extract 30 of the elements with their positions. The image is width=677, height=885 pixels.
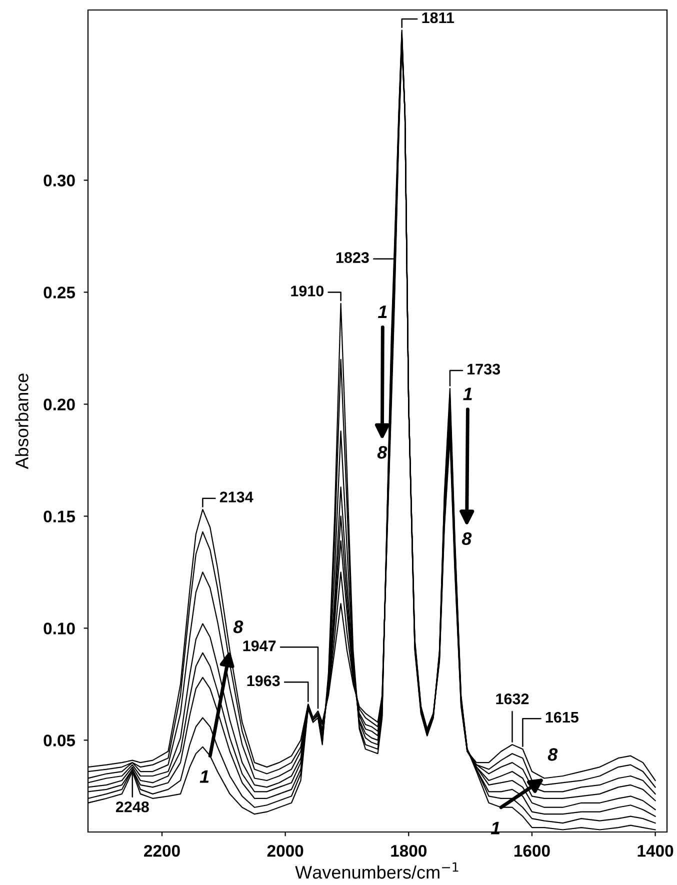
x-tick-label: 1800 <box>391 844 426 857</box>
annotation: 8 <box>462 532 472 546</box>
annotation: 1 <box>378 306 387 318</box>
y-tick-label: 0.10 <box>44 622 75 634</box>
annotation: 1733 <box>468 364 500 375</box>
annotation: 8 <box>377 446 388 459</box>
y-axis-title: Absorbance <box>15 374 28 470</box>
annotation: 1632 <box>496 693 529 704</box>
annotation: 1963 <box>247 675 280 686</box>
y-tick-label: 0.30 <box>44 174 75 186</box>
annotation: 1811 <box>422 12 454 24</box>
x-tick-label: 2000 <box>267 844 304 857</box>
annotation: 1910 <box>291 286 324 296</box>
y-tick-label: 0.20 <box>44 398 75 410</box>
y-tick-label: 0.25 <box>44 286 76 298</box>
x-tick-label: 2200 <box>144 844 180 857</box>
annotation: 1947 <box>243 640 276 652</box>
x-tick-label: 1600 <box>514 844 550 857</box>
annotation: 2248 <box>116 801 149 812</box>
x-tick-label: 1400 <box>638 844 674 857</box>
annotation: 2134 <box>220 492 254 502</box>
x-axis-title: Wavenumbers/cm$^{−1}$ <box>295 862 458 879</box>
annotation: 8 <box>233 620 244 634</box>
annotation: 1 <box>463 388 472 400</box>
y-tick-label: 0.05 <box>44 734 76 746</box>
annotation: 1 <box>200 770 209 783</box>
y-tick-label: 0.15 <box>44 510 76 522</box>
annotation: 8 <box>548 748 558 761</box>
annotation: 1615 <box>546 712 578 723</box>
annotation: 1823 <box>336 252 369 263</box>
